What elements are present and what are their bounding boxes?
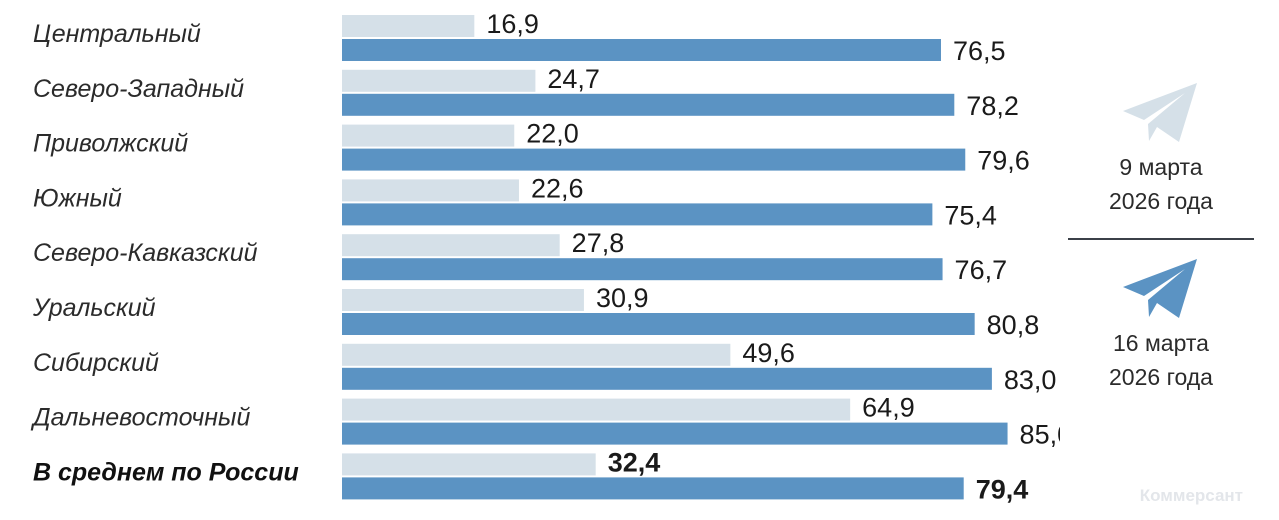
value-label-march-9: 32,4 [608,447,661,477]
bar-march-9 [342,124,515,147]
value-label-march-9: 24,7 [547,64,600,94]
legend-label-line: 2026 года [1109,364,1213,390]
value-label-march-16: 79,6 [977,146,1030,176]
publisher-watermark: Коммерсант [1139,486,1243,505]
telegram-plane-icon [1123,259,1197,318]
value-label-march-9: 22,0 [526,119,579,149]
category-label: Сибирский [33,349,159,377]
category-label: Северо-Западный [33,75,244,103]
legend-label-line: 2026 года [1109,188,1213,214]
bar-march-16 [342,367,992,390]
bar-chart: Центральный 16,9 76,5 Северо-Западный 24,7 78… [30,9,1060,504]
legend-divider [1068,238,1254,240]
legend-label-line: 16 марта [1113,330,1209,356]
value-label-march-16: 76,7 [955,255,1008,285]
legend-item-march-9: 9 марта 2026 года [1068,80,1254,218]
value-label-march-9: 30,9 [596,283,649,313]
value-label-march-16: 80,8 [987,310,1040,340]
legend-label: 16 марта 2026 года [1109,326,1213,394]
category-label: В среднем по России [33,458,299,486]
bar-march-16 [342,203,933,226]
value-label-march-16: 78,2 [966,91,1019,121]
bar-march-16 [342,258,943,281]
bar-march-16 [342,313,975,335]
value-label-march-9: 16,9 [486,9,539,39]
category-label: Дальневосточный [30,404,250,432]
legend-item-march-16: 16 марта 2026 года [1068,256,1254,394]
bar-march-9 [342,453,596,476]
bar-march-9 [342,15,475,37]
bar-march-16 [342,39,941,61]
legend-label-line: 9 марта [1119,154,1203,180]
value-label-march-16: 79,4 [976,474,1029,504]
bar-march-16 [342,148,966,171]
telegram-plane-icon [1123,83,1197,142]
category-label: Центральный [33,20,201,48]
value-label-march-16: 83,0 [1004,365,1057,395]
legend-label: 9 марта 2026 года [1109,150,1213,218]
bar-march-9 [342,343,731,366]
category-label: Приволжский [33,130,188,158]
category-label: Уральский [32,294,156,322]
bar-march-16 [342,477,964,500]
value-label-march-9: 22,6 [531,173,584,203]
bar-march-16 [342,93,955,116]
bar-march-9 [342,398,851,421]
bar-march-16 [342,422,1008,445]
value-label-march-9: 49,6 [742,338,795,368]
value-label-march-16: 75,4 [944,200,997,230]
bar-march-9 [342,179,519,202]
value-label-march-16: 76,5 [953,36,1006,66]
category-label: Южный [33,184,122,212]
value-label-march-9: 64,9 [862,393,915,423]
category-label: Северо-Кавказский [33,239,258,267]
value-label-march-16: 85,0 [1020,420,1060,450]
bar-march-9 [342,234,560,257]
bar-march-9 [342,69,536,92]
chart-legend: 9 марта 2026 года 16 марта 2026 года [1068,80,1254,394]
bar-march-9 [342,289,584,311]
value-label-march-9: 27,8 [572,228,625,258]
